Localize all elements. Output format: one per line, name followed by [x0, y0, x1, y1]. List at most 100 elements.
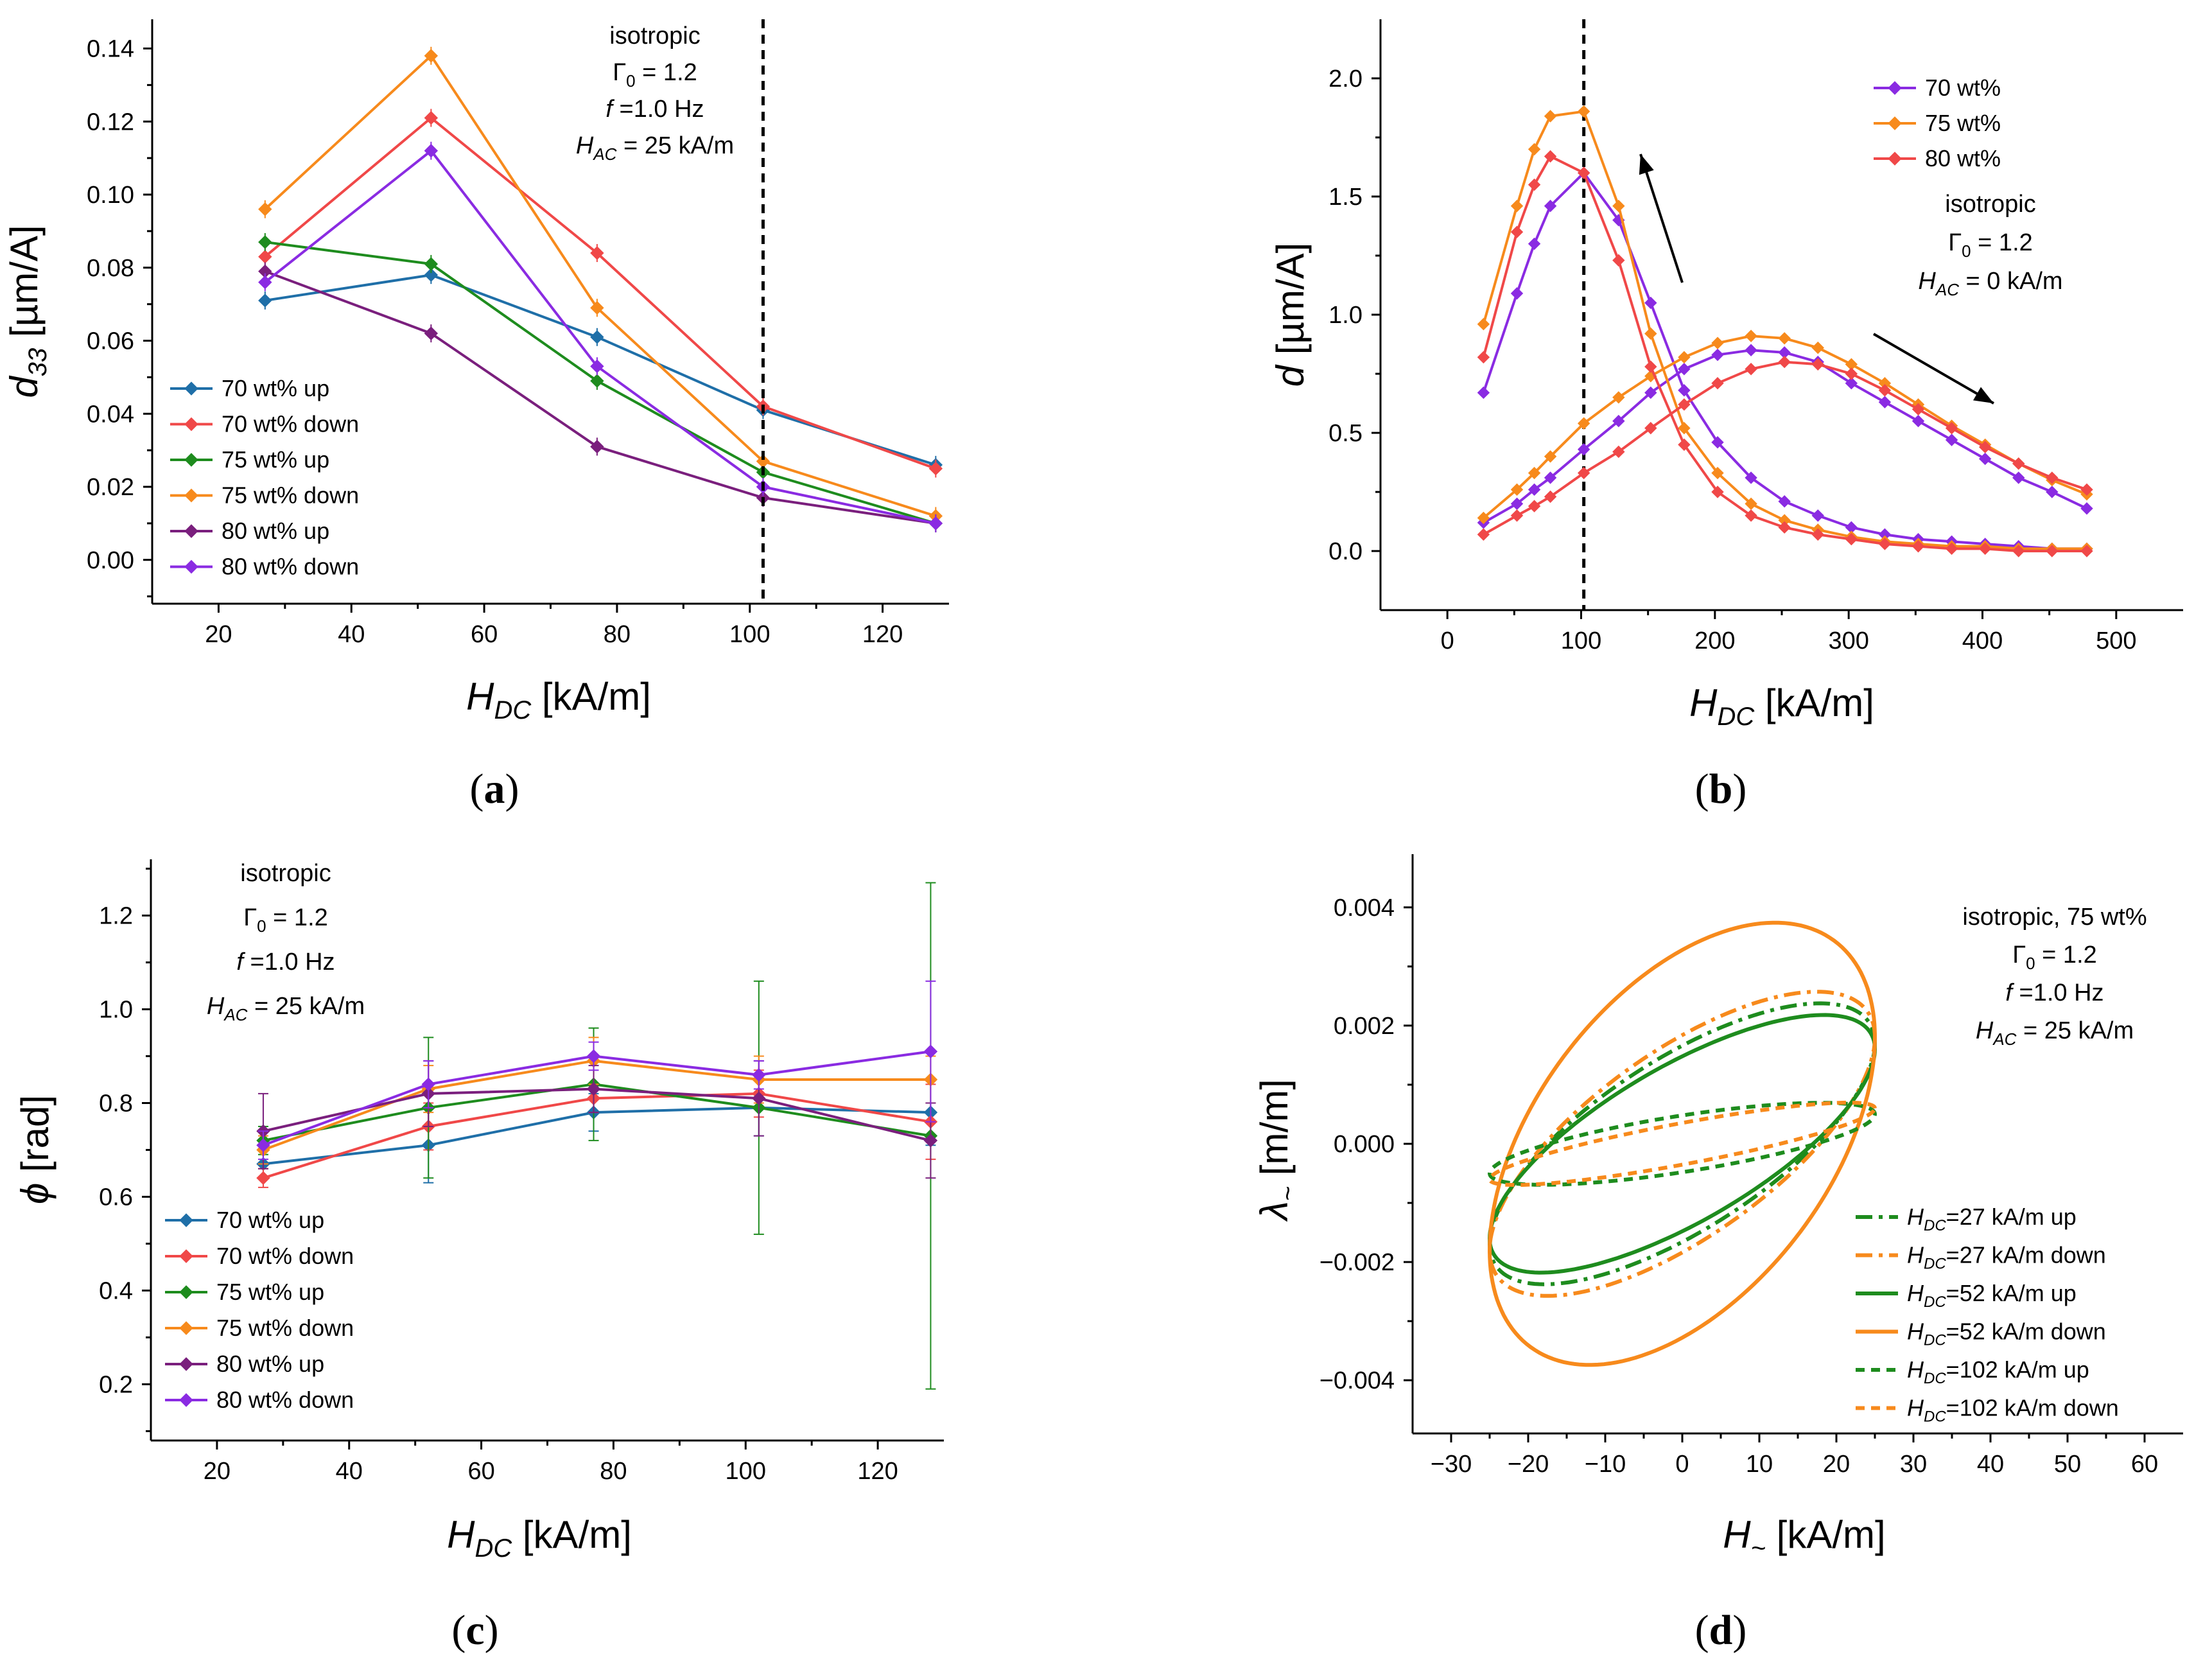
loop-curve	[1487, 1100, 1877, 1187]
y-tick-label: 1.0	[1328, 302, 1363, 329]
data-point	[1510, 483, 1524, 496]
x-axis-title: HDC [kA/m]	[447, 1513, 632, 1563]
legend-marker	[184, 488, 198, 503]
legend-marker	[1888, 81, 1902, 95]
data-point	[1811, 358, 1824, 371]
series-line	[1483, 360, 2087, 536]
legend-marker	[179, 1213, 193, 1227]
annotation-line: isotropic	[240, 860, 331, 887]
data-point	[1510, 225, 1524, 238]
annotation-line: Γ0 = 1.2	[613, 59, 697, 91]
y-axis-title: λ~ [m/m]	[1253, 1079, 1302, 1222]
data-point	[1711, 337, 1724, 349]
data-point	[1711, 486, 1724, 498]
data-point	[1510, 200, 1524, 213]
data-point	[1477, 351, 1490, 364]
data-point	[1477, 386, 1490, 399]
data-point	[1577, 105, 1590, 118]
annotation-line: f =1.0 Hz	[2005, 979, 2103, 1006]
legend-label: 70 wt% up	[216, 1207, 324, 1233]
loop-curve	[1487, 990, 1877, 1298]
x-axis-title: H~ [kA/m]	[1723, 1513, 1885, 1563]
data-point	[1544, 450, 1557, 463]
series-line	[1483, 349, 2087, 524]
data-point	[1845, 532, 1858, 546]
legend-marker	[179, 1321, 193, 1335]
panel-label: (b)	[1695, 766, 1747, 812]
annotation-line: HAC = 25 kA/m	[576, 132, 734, 164]
data-point	[1644, 296, 1657, 310]
data-point	[1528, 483, 1541, 496]
data-point	[1544, 471, 1557, 484]
data-point	[590, 359, 604, 374]
data-point	[1912, 539, 1925, 553]
panel-d: −30 −20 −10 0 10 20 30 40 50 60 −0.004 −0.002 0.000 0…	[1253, 854, 2183, 1654]
data-point	[1477, 318, 1490, 331]
loop-curve	[1487, 1013, 1877, 1275]
data-point	[1644, 327, 1657, 340]
x-tick-label: 80	[604, 621, 631, 648]
arrow-down	[1872, 333, 1995, 405]
data-point	[1577, 443, 1590, 456]
data-point	[1528, 178, 1541, 191]
legend-label: 80 wt% up	[222, 518, 329, 544]
data-point	[1978, 542, 1992, 556]
legend-marker	[184, 524, 198, 538]
y-tick-label: 0.10	[87, 182, 134, 209]
data-point	[1477, 528, 1490, 541]
data-point	[258, 202, 272, 216]
x-axis-title: HDC [kA/m]	[466, 675, 651, 724]
data-point	[1678, 421, 1691, 435]
annotation-line: HAC = 0 kA/m	[1918, 268, 2062, 299]
data-point	[1678, 384, 1691, 397]
y-tick-label: 0.12	[87, 109, 134, 136]
data-point	[1477, 511, 1490, 525]
y-tick-label: 0.6	[99, 1184, 133, 1211]
y-tick-label: 0.02	[87, 474, 134, 501]
data-point	[424, 49, 439, 63]
data-point	[1745, 471, 1757, 484]
annotation-line: HAC = 25 kA/m	[207, 993, 365, 1024]
x-tick-label: 100	[1561, 627, 1601, 654]
y-tick-label: 0.4	[99, 1277, 133, 1304]
data-point	[928, 461, 943, 476]
legend-label: HDC=102 kA/m up	[1907, 1356, 2089, 1387]
legend-label: HDC=27 kA/m up	[1907, 1204, 2077, 1234]
y-tick-label: 0.8	[99, 1091, 133, 1117]
legend-label: 75 wt%	[1925, 110, 2001, 136]
legend-label: 75 wt% up	[216, 1279, 324, 1305]
data-point	[590, 374, 604, 388]
annotation-line: f =1.0 Hz	[236, 949, 335, 976]
y-axis-title: d33 [µm/A]	[3, 225, 52, 398]
data-point	[1510, 509, 1524, 522]
x-tick-label: 500	[2096, 627, 2136, 654]
x-axis-title: HDC [kA/m]	[1689, 681, 1874, 731]
loop-curve	[1487, 1101, 1877, 1187]
data-point	[1778, 355, 1791, 369]
legend-label: HDC=27 kA/m down	[1907, 1242, 2106, 1273]
x-tick-label: 120	[862, 621, 903, 648]
data-point	[1544, 200, 1557, 213]
x-tick-label: −20	[1508, 1451, 1549, 1478]
data-point	[2012, 457, 2025, 470]
data-point	[1510, 287, 1524, 300]
x-tick-label: 200	[1694, 627, 1735, 654]
x-tick-label: −10	[1585, 1451, 1626, 1478]
data-point	[1678, 351, 1691, 364]
data-point	[1745, 344, 1757, 356]
data-point	[1544, 490, 1557, 504]
y-tick-label: 0.04	[87, 401, 134, 428]
annotation-line: Γ0 = 1.2	[1948, 229, 2033, 261]
y-tick-label: 0.5	[1328, 420, 1363, 447]
data-point	[1644, 386, 1657, 399]
legend-label: 70 wt% up	[222, 375, 329, 401]
x-tick-label: 60	[467, 1458, 494, 1485]
data-point	[752, 1068, 766, 1082]
x-tick-label: 10	[1746, 1451, 1773, 1478]
data-point	[258, 275, 272, 290]
data-point	[586, 1082, 601, 1096]
x-tick-label: 50	[2054, 1451, 2081, 1478]
y-tick-label: −0.004	[1319, 1367, 1395, 1394]
data-point	[1845, 377, 1858, 390]
data-point	[1644, 360, 1657, 373]
